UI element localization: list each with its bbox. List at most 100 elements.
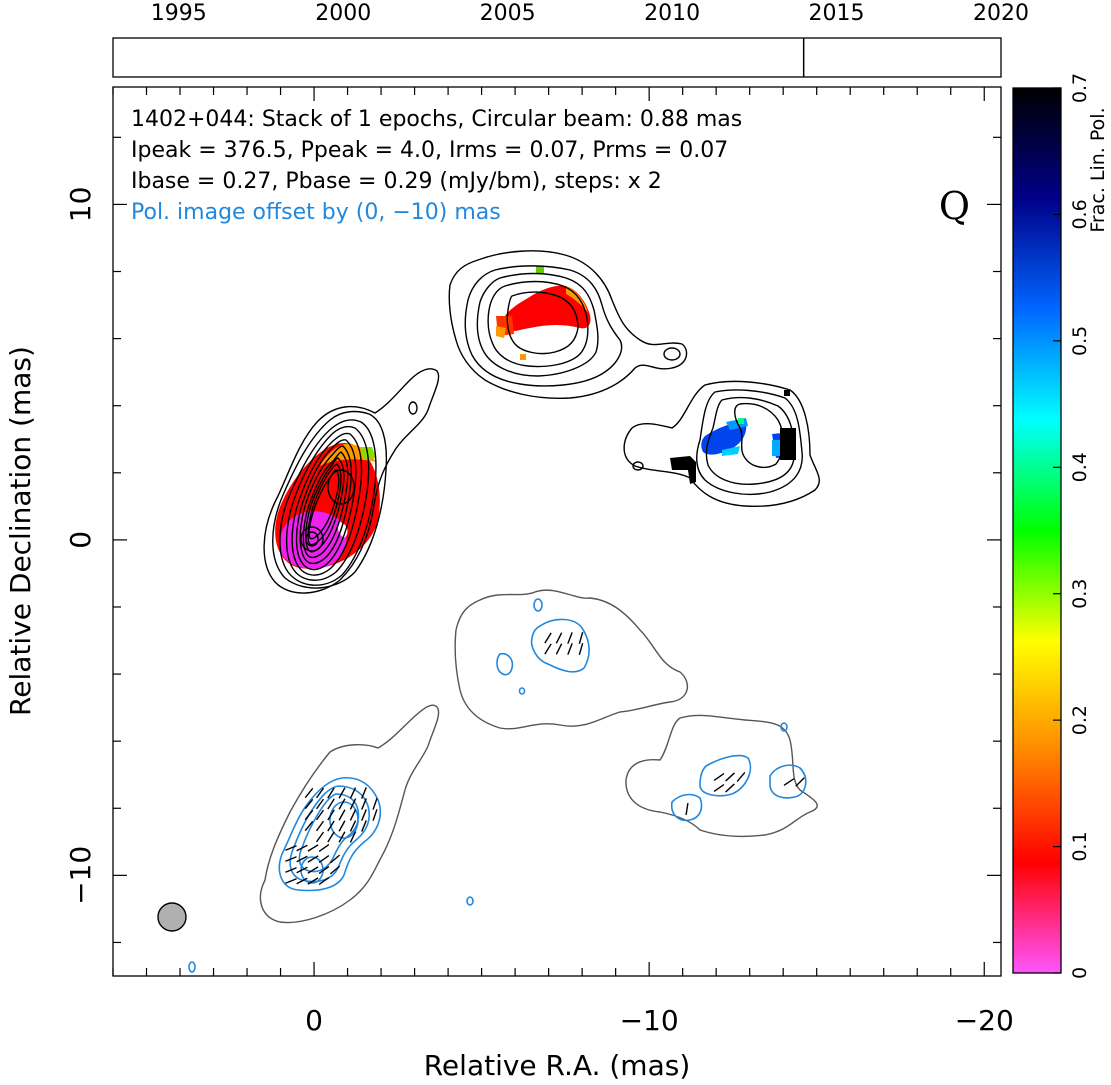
evpa-vector [315, 809, 325, 821]
timeline-year-label: 2005 [480, 1, 536, 26]
east-knot-component [623, 380, 820, 508]
x-axis-label: Relative R.A. (mas) [424, 1049, 691, 1082]
colorbar: 0 0.1 0.2 0.3 0.4 0.5 0.6 0.7 Frac. Lin. Pol. [1012, 73, 1109, 979]
evpa-vector [349, 798, 357, 810]
evpa-vector [372, 809, 378, 821]
x-tick-label: −10 [620, 1004, 679, 1037]
evpa-vector [795, 777, 805, 787]
y-tick-label: −10 [64, 846, 97, 905]
evpa-vector [544, 632, 552, 644]
evpa-vector [296, 877, 308, 885]
evpa-vector [329, 854, 341, 864]
evpa-vector [304, 798, 314, 810]
evpa-vector [304, 820, 314, 832]
evpa-vector [307, 877, 319, 885]
colorbar-tick-label: 0.2 [1069, 705, 1091, 735]
header-line-pol-offset: Pol. image offset by (0, −10) mas [131, 200, 501, 225]
evpa-vector [372, 798, 378, 810]
evpa-vector [327, 787, 335, 799]
colorbar-gradient [1013, 88, 1061, 973]
header-line-base: Ibase = 0.27, Pbase = 0.29 (mJy/bm), ste… [131, 169, 662, 194]
header-line-source: 1402+044: Stack of 1 epochs, Circular be… [131, 107, 742, 132]
header-text: 1402+044: Stack of 1 epochs, Circular be… [131, 107, 742, 225]
evpa-vector [315, 787, 325, 799]
evpa-vector [315, 831, 325, 843]
evpa-vector [338, 809, 346, 821]
evpa-vector [327, 798, 335, 810]
colorbar-tick-label: 0.5 [1069, 326, 1091, 356]
evpa-vector [713, 772, 725, 782]
header-line-peaks: Ipeak = 376.5, Ppeak = 4.0, Irms = 0.07,… [131, 138, 728, 163]
evpa-vector [349, 831, 357, 843]
evpa-vector [567, 632, 573, 644]
timeline-year-label: 2020 [973, 1, 1029, 26]
north-knot-fractional-pol-color [496, 266, 591, 360]
evpa-vector [567, 643, 573, 655]
evpa-vector [307, 855, 319, 863]
colorbar-tick-label: 0.6 [1069, 199, 1091, 229]
timeline: 1995 2000 2005 2010 2015 2020 [112, 1, 1029, 78]
core-intensity-contours [263, 368, 440, 594]
map-content [157, 250, 820, 973]
evpa-vector [285, 845, 297, 851]
timeline-frame [112, 37, 1002, 78]
evpa-vector [725, 772, 735, 782]
stokes-panel-letter: Q [939, 184, 970, 228]
plot-ticks [112, 87, 1001, 976]
timeline-year-label: 2010 [644, 1, 700, 26]
evpa-vector [578, 632, 584, 644]
evpa-vector [555, 643, 563, 655]
polarization-image [188, 589, 818, 973]
restoring-beam [157, 902, 187, 932]
evpa-vector [327, 809, 335, 821]
polarization-base-contours [259, 589, 818, 924]
evpa-vector [296, 866, 308, 874]
evpa-vector [307, 866, 319, 874]
y-tick-label: 0 [64, 531, 97, 549]
evpa-vector [318, 854, 330, 864]
x-tick-label: 0 [305, 1004, 323, 1037]
evpa-vector [307, 844, 319, 852]
evpa-vector [338, 831, 346, 843]
evpa-vector [296, 855, 308, 863]
evpa-vector [544, 643, 552, 655]
evpa-vector [318, 876, 330, 886]
evpa-vector [361, 787, 367, 799]
evpa-vector [338, 787, 346, 799]
evpa-vector [349, 787, 357, 799]
evpa-vector [685, 802, 689, 816]
colorbar-frame [1012, 87, 1062, 974]
evpa-vector [361, 798, 367, 810]
evpa-vector [285, 878, 297, 884]
evpa-vector [361, 809, 367, 821]
evpa-vector [327, 820, 335, 832]
core-component [263, 368, 440, 594]
x-tick-label: −20 [955, 1004, 1014, 1037]
evpa-vector [329, 865, 341, 875]
timeline-year-label: 2015 [809, 1, 865, 26]
evpa-vector [296, 844, 308, 852]
east-knot-fractional-pol-color [670, 390, 796, 484]
evpa-vector [318, 843, 330, 853]
evpa-vector [338, 798, 346, 810]
y-axis-label: Relative Declination (mas) [4, 346, 37, 716]
timeline-year-label: 1995 [151, 1, 207, 26]
evpa-vector [327, 831, 335, 843]
evpa-vector [713, 783, 725, 793]
colorbar-tick-label: 0.7 [1069, 73, 1091, 103]
evpa-vector [578, 643, 584, 655]
evpa-vector [736, 771, 746, 783]
evpa-vectors [285, 632, 805, 886]
evpa-vector [285, 856, 297, 862]
evpa-vector [304, 809, 314, 821]
polarization-contours [188, 598, 807, 973]
evpa-vector [338, 820, 346, 832]
colorbar-tick-label: 0.4 [1069, 452, 1091, 482]
colorbar-tick-labels: 0 0.1 0.2 0.3 0.4 0.5 0.6 0.7 [1053, 73, 1091, 979]
plot-frame [112, 86, 1002, 977]
evpa-vector [318, 865, 330, 875]
timeline-year-labels: 1995 2000 2005 2010 2015 2020 [151, 1, 1029, 26]
evpa-vector [349, 809, 357, 821]
y-tick-label: 10 [64, 187, 97, 223]
